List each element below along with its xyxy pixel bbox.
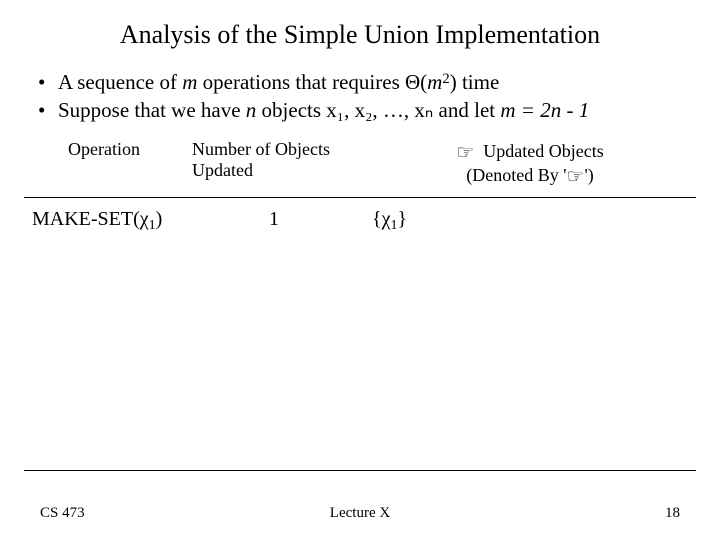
- table-header-row: Operation Number of Objects Updated ☞ Up…: [24, 139, 696, 198]
- table-spacer-row: [24, 231, 696, 471]
- b1-post: time: [457, 70, 500, 94]
- cell-upd: {χ1}: [364, 197, 696, 231]
- footer-left: CS 473: [40, 505, 85, 522]
- upd-sub: 1: [391, 218, 398, 233]
- example-table: Operation Number of Objects Updated ☞ Up…: [24, 139, 696, 472]
- b1-m2: m: [427, 70, 442, 94]
- b1-mid: operations that requires: [197, 70, 405, 94]
- upd-post: }: [398, 208, 408, 230]
- op-sym: χ: [140, 208, 149, 230]
- th-operation: Operation: [24, 139, 184, 198]
- th-num-l2: Updated: [192, 160, 356, 182]
- example-table-wrap: Operation Number of Objects Updated ☞ Up…: [24, 139, 696, 472]
- b1-m: m: [182, 70, 197, 94]
- b2-pre: Suppose that we have: [58, 98, 246, 122]
- op-post: ): [156, 208, 163, 230]
- th-upd-l2-post: '): [584, 165, 593, 185]
- b2-mid: objects: [256, 98, 326, 122]
- upd-sym: χ: [382, 208, 391, 230]
- cell-num: 1: [184, 197, 364, 231]
- b2-list: x₁, x₂, …, xₙ: [326, 98, 433, 122]
- slide: Analysis of the Simple Union Implementat…: [0, 0, 720, 540]
- footer: CS 473 Lecture X 18: [0, 505, 720, 522]
- th-upd-l2-pre: (Denoted By ': [466, 165, 566, 185]
- cell-operation: MAKE-SET(χ1): [24, 197, 184, 231]
- b2-post-pre: and let: [433, 98, 500, 122]
- footer-right: 18: [665, 505, 680, 522]
- th-number-updated: Number of Objects Updated: [184, 139, 364, 198]
- hand-icon: ☞: [456, 141, 474, 165]
- hand-icon: ☞: [567, 165, 585, 189]
- th-updated-objects: ☞ Updated Objects (Denoted By '☞'): [364, 139, 696, 198]
- b1-pre: A sequence of: [58, 70, 182, 94]
- op-sub: 1: [149, 218, 156, 233]
- page-title: Analysis of the Simple Union Implementat…: [24, 20, 696, 50]
- th-num-l1: Number of Objects: [192, 139, 356, 161]
- b1-theta-close: ): [450, 70, 457, 94]
- table-row: MAKE-SET(χ1) 1 {χ1}: [24, 197, 696, 231]
- upd-pre: {: [372, 208, 382, 230]
- op-pre: MAKE-SET(: [32, 208, 140, 230]
- b2-eq: m = 2n - 1: [500, 98, 589, 122]
- bullet-2: Suppose that we have n objects x₁, x₂, ……: [38, 96, 696, 124]
- b2-n: n: [246, 98, 257, 122]
- footer-center: Lecture X: [40, 505, 680, 522]
- b1-theta: Θ(: [405, 70, 427, 94]
- th-upd-l1: Updated Objects: [483, 141, 603, 161]
- bullet-1: A sequence of m operations that requires…: [38, 68, 696, 96]
- bullet-list: A sequence of m operations that requires…: [38, 68, 696, 125]
- b1-exp: 2: [442, 71, 449, 87]
